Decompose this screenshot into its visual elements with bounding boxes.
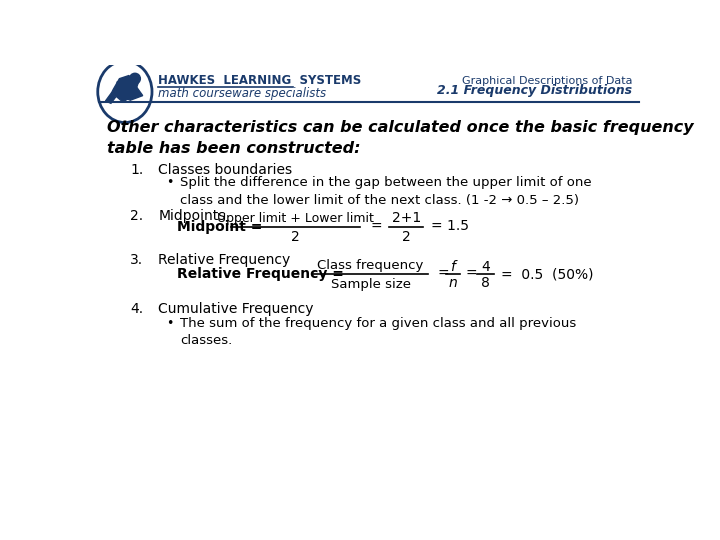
Text: 2+1: 2+1 (392, 211, 420, 225)
Ellipse shape (98, 61, 152, 123)
Text: •: • (166, 316, 174, 329)
Text: Upper limit + Lower limit: Upper limit + Lower limit (217, 212, 374, 225)
Text: 8: 8 (481, 276, 490, 291)
Text: n: n (449, 276, 457, 291)
Text: Classes boundaries: Classes boundaries (158, 163, 292, 177)
Text: f: f (450, 260, 455, 274)
Polygon shape (106, 92, 116, 103)
Text: Midpoints: Midpoints (158, 209, 225, 223)
Text: = 1.5: = 1.5 (431, 219, 469, 233)
Text: Split the difference in the gap between the upper limit of one
class and the low: Split the difference in the gap between … (180, 177, 592, 207)
Text: 2.1 Frequency Distributions: 2.1 Frequency Distributions (437, 84, 632, 97)
Text: Graphical Descriptions of Data: Graphical Descriptions of Data (462, 76, 632, 86)
Text: The sum of the frequency for a given class and all previous
classes.: The sum of the frequency for a given cla… (180, 316, 576, 347)
Text: Relative Frequency =: Relative Frequency = (177, 267, 343, 281)
Text: Sample size: Sample size (330, 278, 410, 291)
Text: =: = (437, 267, 449, 281)
Text: 2: 2 (291, 230, 300, 244)
Circle shape (130, 73, 140, 84)
Text: =: = (465, 267, 477, 281)
Text: math courseware specialists: math courseware specialists (158, 87, 326, 100)
Polygon shape (112, 76, 138, 102)
Text: 1.: 1. (130, 163, 143, 177)
Text: Class frequency: Class frequency (318, 259, 424, 272)
Text: 4.: 4. (130, 302, 143, 316)
Text: Other characteristics can be calculated once the basic frequency
table has been : Other characteristics can be calculated … (107, 120, 693, 156)
Text: •: • (166, 177, 174, 190)
Text: 2: 2 (402, 230, 410, 244)
Text: =: = (371, 219, 382, 233)
Polygon shape (117, 82, 143, 100)
Text: 4: 4 (481, 260, 490, 274)
Text: HAWKES  LEARNING  SYSTEMS: HAWKES LEARNING SYSTEMS (158, 75, 361, 87)
Text: 3.: 3. (130, 253, 143, 267)
Text: 2.: 2. (130, 209, 143, 223)
Text: =  0.5  (50%): = 0.5 (50%) (500, 267, 593, 281)
Text: Relative Frequency: Relative Frequency (158, 253, 290, 267)
Text: Midpoint =: Midpoint = (177, 219, 262, 233)
Text: Cumulative Frequency: Cumulative Frequency (158, 302, 314, 316)
